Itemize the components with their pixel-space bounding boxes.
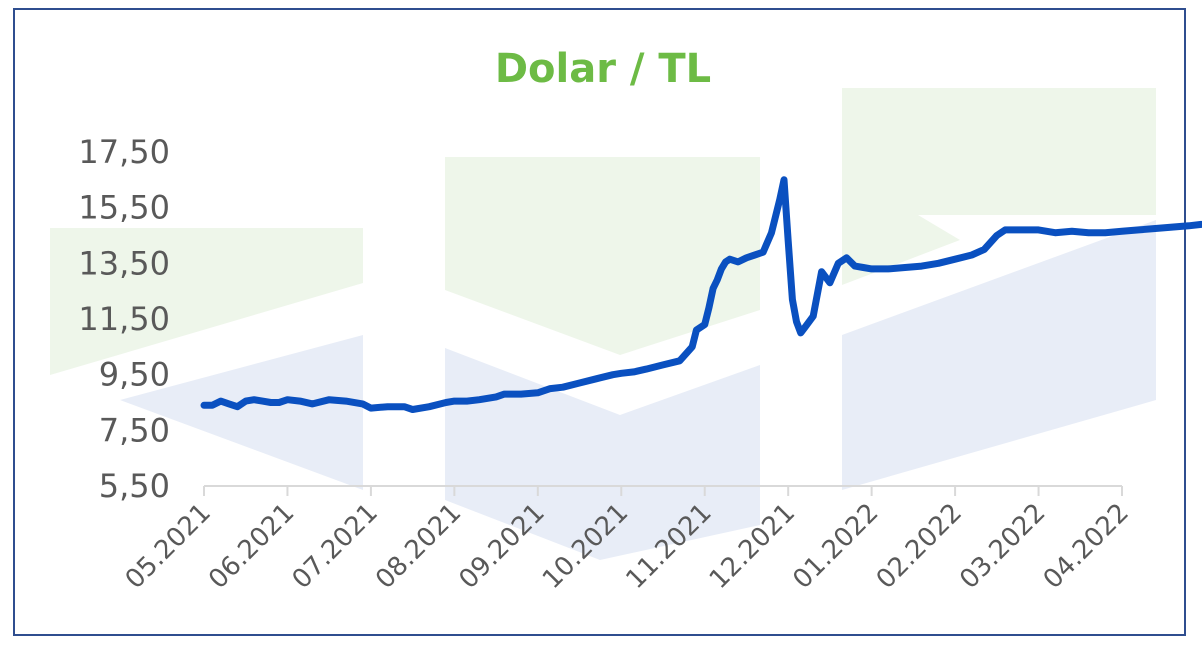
watermark-green-center xyxy=(445,157,760,355)
x-tick-label: 06.2021 xyxy=(203,498,300,595)
y-tick-label: 11,50 xyxy=(78,300,170,338)
watermark-green-right xyxy=(842,88,1156,285)
x-tick-label: 07.2021 xyxy=(287,498,384,595)
x-tick-label: 03.2022 xyxy=(954,498,1051,595)
series-group xyxy=(200,176,1202,413)
x-axis-tick-marks xyxy=(203,486,1123,496)
y-tick-label: 17,50 xyxy=(78,133,170,171)
y-axis: 5,50 7,50 9,50 11,50 13,50 15,50 17,50 xyxy=(78,133,170,505)
y-tick-label: 5,50 xyxy=(99,467,170,505)
watermark-logo xyxy=(50,88,1156,560)
y-tick-label: 9,50 xyxy=(99,356,170,394)
x-tick-label: 05.2021 xyxy=(120,498,217,595)
x-tick-label: 04.2022 xyxy=(1038,498,1135,595)
series-line xyxy=(200,176,1202,413)
x-tick-label: 08.2021 xyxy=(370,498,467,595)
x-tick-label: 01.2022 xyxy=(787,498,884,595)
watermark-green-left xyxy=(50,228,363,375)
chart-title: Dolar / TL xyxy=(495,46,711,92)
watermark-blue-right xyxy=(842,220,1156,490)
y-tick-label: 7,50 xyxy=(99,411,170,449)
watermark-blue-center xyxy=(445,348,760,560)
y-tick-label: 13,50 xyxy=(78,244,170,282)
x-tick-label: 02.2022 xyxy=(871,498,968,595)
watermark-blue-left xyxy=(120,335,363,490)
y-tick-label: 15,50 xyxy=(78,189,170,227)
